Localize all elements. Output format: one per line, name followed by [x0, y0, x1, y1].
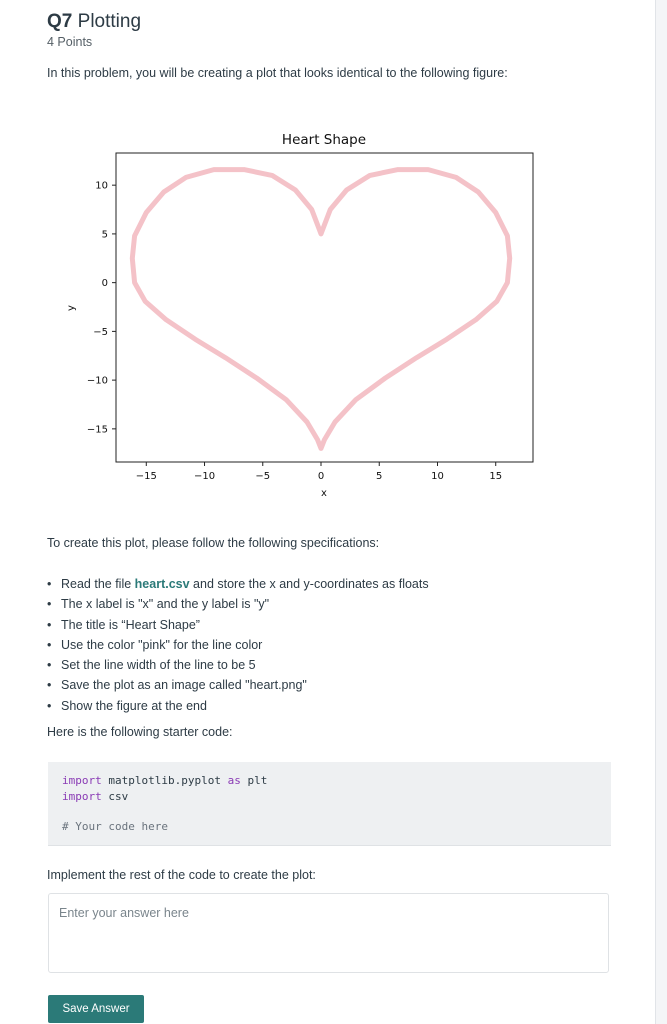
x-tick-label: 0 [318, 471, 324, 482]
y-tick-label: 5 [102, 229, 108, 240]
spec-item: Save the plot as an image called "heart.… [47, 675, 429, 695]
y-tick-label: −15 [87, 424, 108, 435]
code-keyword: import [62, 774, 102, 787]
x-tick-label: −10 [194, 471, 215, 482]
y-ticks: 10 5 0 −5 −10 −15 [87, 181, 116, 435]
starter-code-intro: Here is the following starter code: [47, 725, 233, 739]
x-tick-label: 10 [431, 471, 444, 482]
y-tick-label: −5 [93, 327, 108, 338]
heart-figure: Heart Shape −15 −10 −5 0 5 10 15 10 5 0 −5 −10 −15 … [48, 103, 587, 507]
spec-item: Show the figure at the end [47, 696, 429, 716]
answer-input[interactable] [48, 893, 609, 973]
heart-chart: Heart Shape −15 −10 −5 0 5 10 15 1050−5−10−15 … [66, 132, 534, 499]
spec-list: Read the file heart.csv and store the x … [47, 574, 429, 716]
spec-item: Set the line width of the line to be 5 [47, 655, 429, 675]
x-tick-label: −5 [255, 471, 270, 482]
question-number: Q7 [47, 11, 73, 32]
starter-code-block: import matplotlib.pyplot as plt import c… [48, 762, 611, 846]
plot-layer [129, 167, 513, 451]
x-tick-label: 5 [376, 471, 382, 482]
question-points: 4 Points [47, 35, 93, 49]
question-intro: In this problem, you will be creating a … [47, 66, 508, 80]
code-comment: # Your code here [62, 820, 168, 833]
spec-text: and store the x and y-coordinates as flo… [189, 577, 429, 591]
spec-item: The x label is "x" and the y label is "y… [47, 594, 429, 614]
y-tick-label: 10 [95, 181, 108, 192]
chart-title: Heart Shape [282, 132, 366, 148]
heart-line-series [129, 167, 513, 451]
code-text: plt [240, 774, 268, 787]
save-answer-button[interactable]: Save Answer [48, 995, 144, 1023]
y-tick-label: −10 [87, 376, 108, 387]
x-tick-label: 15 [489, 471, 502, 482]
code-text: csv [101, 790, 129, 803]
x-axis-label: x [321, 488, 327, 499]
code-line: import matplotlib.pyplot as plt [62, 774, 267, 787]
question-title: Q7 Plotting [47, 11, 141, 33]
spec-text: Read the file [61, 577, 135, 591]
code-text: matplotlib.pyplot [101, 774, 228, 787]
spec-intro: To create this plot, please follow the f… [47, 536, 380, 550]
plot-frame [115, 152, 534, 463]
code-keyword: import [62, 790, 102, 803]
y-tick-label: 0 [102, 278, 108, 289]
spec-item: The title is “Heart Shape” [47, 615, 429, 635]
question-title-text: Plotting [77, 11, 142, 32]
x-ticks: −15 −10 −5 0 5 10 15 [136, 462, 502, 482]
code-keyword: as [227, 774, 241, 787]
y-axis-label: y [66, 305, 77, 311]
spec-item: Use the color "pink" for the line color [47, 635, 429, 655]
x-tick-label: −15 [136, 471, 157, 482]
heart-csv-link[interactable]: heart.csv [134, 577, 190, 591]
implement-label: Implement the rest of the code to create… [47, 868, 316, 882]
code-line: import csv [62, 790, 128, 803]
spec-item: Read the file heart.csv and store the x … [47, 574, 429, 594]
